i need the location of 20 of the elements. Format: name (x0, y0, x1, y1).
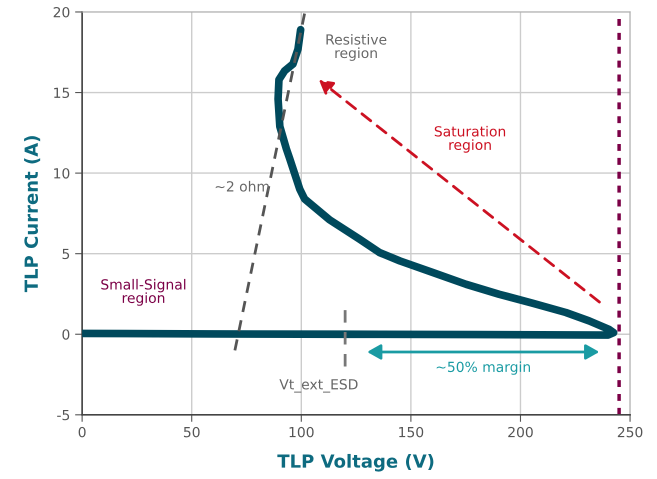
x-tick-label: 200 (508, 426, 533, 438)
y-tick-label: 10 (54, 168, 70, 179)
annotation: Resistive region (326, 34, 386, 61)
x-tick-label: 0 (78, 426, 86, 438)
annotation: ~2 ohm (216, 180, 269, 192)
x-tick-label: 150 (399, 426, 424, 438)
annotation: ~50% margin (436, 361, 530, 375)
y-tick-label: 5 (62, 248, 70, 260)
annotation: Small-Signal region (101, 278, 186, 306)
annotation: Vt_ext_ESD (279, 379, 358, 393)
x-axis-title: TLP Voltage (V) (277, 454, 434, 472)
y-axis-title: TLP Current (A) (24, 136, 40, 292)
y-tick-label: -5 (57, 410, 70, 420)
annotation: Saturation region (434, 126, 506, 153)
x-tick-label: 50 (184, 426, 200, 438)
x-tick-label: 250 (618, 426, 642, 438)
x-tick-label: 100 (290, 426, 314, 438)
y-tick-label: 0 (62, 329, 70, 340)
y-tick-label: 15 (54, 88, 70, 98)
y-tick-label: 20 (54, 6, 70, 18)
